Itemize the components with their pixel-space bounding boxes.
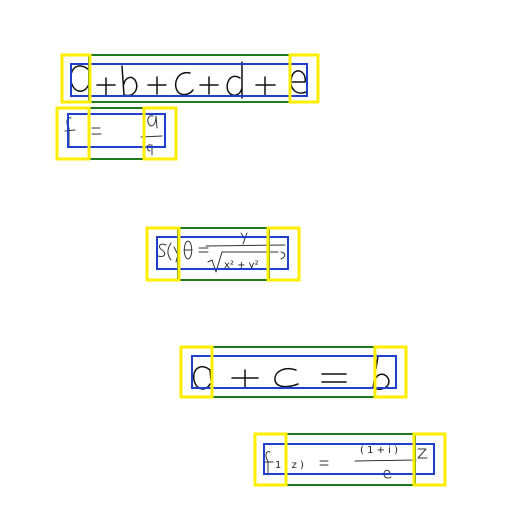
expr-2-first-token-box: [55, 106, 91, 161]
expr-3-last-token-box: [266, 226, 301, 282]
stroke-a: [147, 115, 158, 129]
stroke-b: [372, 355, 390, 390]
stroke-plus: [231, 369, 259, 388]
stroke-denominator: x² + y²: [224, 260, 259, 271]
stroke-plus: [199, 76, 219, 95]
expr-3-handwriting: x² + y²: [157, 232, 286, 273]
stroke-equals: [91, 127, 102, 135]
stroke-s: [157, 243, 167, 257]
expr-5-outer-box: [285, 433, 416, 486]
expr-5-inner-box: [263, 443, 435, 475]
stroke-equals: [319, 460, 329, 466]
stroke-plus: [255, 76, 276, 96]
expr-1-last-token-box: [288, 53, 320, 104]
stroke-theta: [183, 240, 193, 260]
stroke-numerator: ( 1 + i ): [360, 445, 398, 456]
stroke-f: [64, 117, 76, 147]
expr-4-group: [179, 345, 408, 399]
expr-4-inner-box: [191, 355, 397, 389]
expr-2-last-token-box: [142, 106, 178, 161]
stroke-equals: [198, 247, 209, 253]
expr-2-group: [55, 106, 178, 161]
expr-3-inner-box: [156, 236, 289, 270]
stroke-y: [240, 232, 248, 245]
stroke-e: [290, 70, 307, 94]
stroke-equals: [321, 373, 347, 383]
stroke-paren: [167, 242, 172, 261]
stroke-c: [174, 71, 194, 96]
stroke-d: [226, 61, 243, 99]
stroke-fraction-bar: [354, 459, 417, 462]
stroke-a: [192, 366, 213, 391]
expr-5-group: 1 ( z ) ( 1 + i ): [253, 432, 447, 487]
stroke-a: [70, 65, 90, 98]
expr-2-handwriting: [64, 115, 163, 156]
expr-2-inner-box: [67, 113, 166, 148]
stroke-one-paren-z: 1 ( z ): [275, 460, 304, 471]
stroke-fraction-bar: [205, 244, 286, 247]
expr-4-outer-box: [211, 346, 376, 398]
stroke-c: [274, 368, 299, 388]
expr-4-handwriting: [192, 355, 390, 391]
stroke-plus: [147, 76, 167, 95]
expr-4-first-token-box: [179, 345, 214, 399]
stroke-f: [263, 451, 274, 476]
stroke-plus: [96, 77, 116, 96]
stroke-b: [121, 65, 138, 97]
expr-5-last-token-box: [412, 432, 447, 487]
expr-4-last-token-box: [373, 345, 408, 399]
expr-1-first-token-box: [60, 53, 92, 104]
expr-1-outer-box: [88, 54, 291, 103]
stroke-z: [417, 448, 428, 459]
expr-3-group: x² + y²: [145, 226, 301, 282]
expr-1-inner-box: [70, 63, 308, 97]
stroke-paren: [280, 251, 286, 260]
expr-3-first-token-box: [145, 226, 181, 282]
stroke-sqrt: [207, 251, 279, 273]
expr-1-group: [60, 53, 320, 104]
expr-1-handwriting: [70, 61, 307, 99]
expr-5-first-token-box: [253, 432, 288, 487]
